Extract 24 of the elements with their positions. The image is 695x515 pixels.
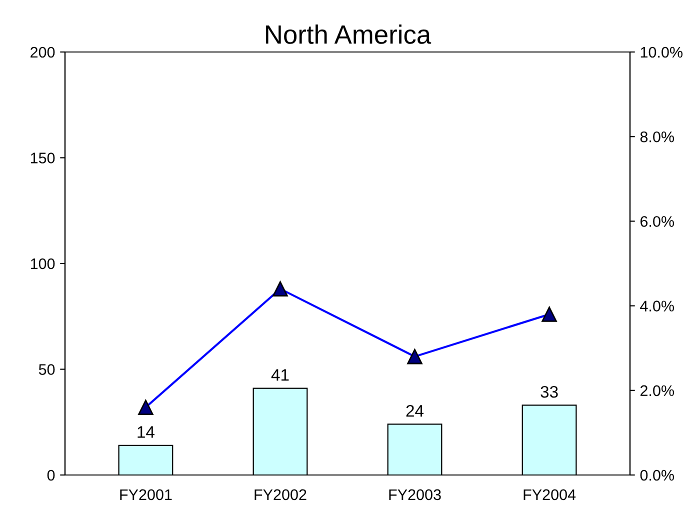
data-label: 41 <box>271 369 289 381</box>
y-tick-label: 50 <box>38 364 55 375</box>
y2-tick-label: 10.0% <box>640 46 682 58</box>
bar <box>118 444 174 475</box>
x-tick-label: FY2004 <box>524 489 576 500</box>
y2-tick-label: 6.0% <box>640 216 674 227</box>
data-label: 33 <box>540 386 558 398</box>
bar <box>252 388 308 475</box>
y2-tick-label: 2.0% <box>640 385 674 396</box>
y2-tick-label: 8.0% <box>640 131 674 142</box>
chart-title: North America <box>266 24 432 44</box>
data-label: 14 <box>138 426 154 438</box>
bar <box>387 424 442 475</box>
x-tick-label: FY2003 <box>389 489 441 500</box>
y-tick-label: 200 <box>30 46 55 58</box>
y2-tick-label: 0.0% <box>640 470 674 481</box>
y2-tick-label: 4.0% <box>640 300 674 312</box>
bar <box>522 404 577 475</box>
y-tick-label: 0 <box>47 470 55 481</box>
x-tick-label: FY2001 <box>120 489 172 500</box>
x-tick-label: FY2002 <box>254 489 306 500</box>
y-tick-label: 150 <box>30 152 55 164</box>
y-tick-label: 100 <box>30 258 55 270</box>
data-label: 24 <box>406 404 424 417</box>
